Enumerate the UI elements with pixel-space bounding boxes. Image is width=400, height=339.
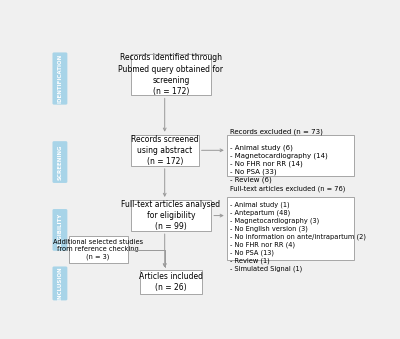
FancyBboxPatch shape (69, 237, 128, 263)
FancyBboxPatch shape (131, 200, 211, 231)
Text: SCREENING: SCREENING (58, 144, 62, 180)
FancyBboxPatch shape (52, 209, 67, 251)
Text: Articles included
(n = 26): Articles included (n = 26) (139, 272, 203, 292)
Text: Records identified through
Pubmed query obtained for
screening
(n = 172): Records identified through Pubmed query … (118, 54, 223, 96)
Text: INCLUSION: INCLUSION (58, 267, 62, 300)
FancyBboxPatch shape (52, 141, 67, 183)
FancyBboxPatch shape (52, 266, 67, 300)
Text: Records excluded (n = 73)

- Animal study (6)
- Magnetocardiography (14)
- No FH: Records excluded (n = 73) - Animal study… (230, 128, 328, 182)
FancyBboxPatch shape (227, 135, 354, 176)
FancyBboxPatch shape (140, 271, 202, 294)
Text: ELIGIBILITY: ELIGIBILITY (58, 212, 62, 247)
FancyBboxPatch shape (131, 135, 199, 166)
Text: Records screened
using abstract
(n = 172): Records screened using abstract (n = 172… (131, 135, 198, 166)
FancyBboxPatch shape (227, 197, 354, 260)
Text: Full-text articles excluded (n = 76)

- Animal study (1)
- Antepartum (48)
- Mag: Full-text articles excluded (n = 76) - A… (230, 186, 366, 272)
FancyBboxPatch shape (52, 53, 67, 105)
Text: Additional selected studies
from reference checking
(n = 3): Additional selected studies from referen… (53, 239, 143, 260)
Text: Full-text articles analysed
for eligibility
(n = 99): Full-text articles analysed for eligibil… (121, 200, 220, 231)
Text: IDENTIFICATION: IDENTIFICATION (58, 54, 62, 103)
FancyBboxPatch shape (131, 54, 211, 96)
